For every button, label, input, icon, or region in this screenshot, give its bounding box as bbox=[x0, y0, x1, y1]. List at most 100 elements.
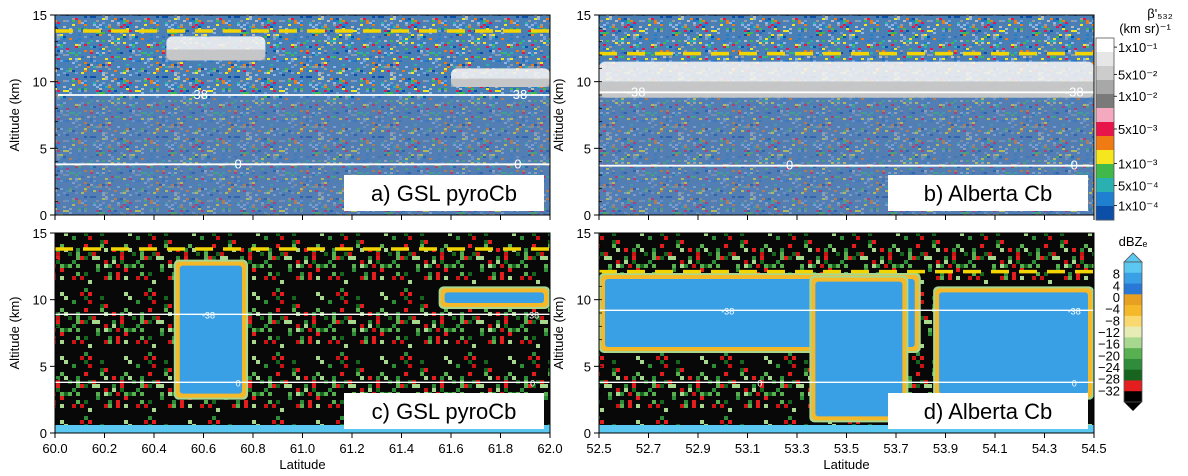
y-tick-label: 10 bbox=[577, 293, 591, 308]
colorbar-swatch bbox=[1096, 192, 1114, 207]
feature-pyrocb_column bbox=[173, 259, 249, 400]
y-tick-label: 10 bbox=[33, 293, 47, 308]
reflectivity-tick-label: −12 bbox=[1098, 325, 1120, 340]
backscatter-title: β'₅₃₂ bbox=[1147, 6, 1173, 21]
x-tick-label: 52.9 bbox=[685, 441, 710, 456]
y-tick-label: 15 bbox=[33, 226, 47, 241]
y-tick-label: 15 bbox=[33, 8, 47, 23]
backscatter-tick-label: 5x10⁻⁴ bbox=[1118, 178, 1159, 193]
colorbar-swatch bbox=[1096, 38, 1114, 53]
colorbar-swatch bbox=[1096, 52, 1114, 67]
y-tick-label: 0 bbox=[40, 426, 47, 441]
y-tick-label: 5 bbox=[584, 359, 591, 374]
panel-a: -38 -38 0 0 a) GSL pyroCb 0 5 10 15 Altitude (km) bbox=[7, 8, 551, 223]
colorbar-swatch bbox=[1096, 178, 1114, 193]
backscatter-tick-label: 5x10⁻² bbox=[1118, 67, 1158, 82]
x-axis-title: Latitude bbox=[823, 457, 869, 472]
x-tick-label: 61.4 bbox=[389, 441, 414, 456]
y-tick-label: 10 bbox=[577, 75, 591, 90]
panel-label-box bbox=[344, 175, 544, 211]
y-tick-label: 0 bbox=[584, 208, 591, 223]
x-tick-label: 52.7 bbox=[636, 441, 661, 456]
feature-anvil bbox=[451, 68, 550, 87]
reflectivity-tick-label: 0 bbox=[1113, 290, 1120, 305]
colorbar-swatch bbox=[1096, 136, 1114, 151]
feature-cells bbox=[933, 286, 1094, 400]
x-tick-label: 62.0 bbox=[537, 441, 562, 456]
reflectivity-title: dBZₑ bbox=[1119, 234, 1148, 249]
reflectivity-tick-label: −16 bbox=[1098, 337, 1120, 352]
y-tick-label: 0 bbox=[584, 426, 591, 441]
feature-cirrus bbox=[166, 36, 266, 61]
panel-label: b) Alberta Cb bbox=[924, 181, 1052, 206]
colorbar-swatch bbox=[1096, 206, 1114, 221]
reflectivity-tick-label: −8 bbox=[1105, 313, 1120, 328]
x-tick-label: 52.5 bbox=[586, 441, 611, 456]
reflectivity-tick-label: −20 bbox=[1098, 348, 1120, 363]
surface-echo bbox=[599, 425, 1094, 433]
x-tick-label: 61.6 bbox=[438, 441, 463, 456]
isotherm-label: 0 bbox=[1071, 158, 1078, 173]
colorbar-swatch bbox=[1096, 108, 1114, 123]
x-tick-label: 54.1 bbox=[982, 441, 1007, 456]
panel-label-box bbox=[344, 393, 544, 429]
isotherm-label: -38 bbox=[1068, 306, 1081, 316]
color-scales: β'₅₃₂(km sr)⁻¹ 1x10⁻¹ 5x10⁻² 1x10⁻² 5x10⁻³ 1x… bbox=[1095, 6, 1173, 411]
isotherm-label: -38 bbox=[1065, 84, 1084, 99]
x-tick-label: 61.0 bbox=[290, 441, 315, 456]
colorbar-swatch bbox=[1124, 315, 1142, 328]
y-tick-label: 5 bbox=[584, 141, 591, 156]
reflectivity-tick-label: −24 bbox=[1098, 360, 1120, 375]
colorbar-swatch bbox=[1124, 348, 1142, 360]
x-tick-label: 60.4 bbox=[141, 441, 166, 456]
surface-echo bbox=[55, 425, 550, 433]
colorbar-arrow-bottom bbox=[1124, 402, 1142, 411]
colorbar-swatch bbox=[1124, 391, 1142, 403]
colorbar-swatch bbox=[1096, 150, 1114, 165]
x-tick-label: 61.8 bbox=[488, 441, 513, 456]
isotherm-label: 0 bbox=[236, 378, 241, 388]
panel-c: -38 -38 0 0 c) GSL pyroCb 0 5 10 15 60.0 60.2 60.4 6… bbox=[7, 226, 563, 472]
x-tick-label: 61.2 bbox=[339, 441, 364, 456]
y-tick-label: 15 bbox=[577, 8, 591, 23]
y-tick-label: 5 bbox=[40, 141, 47, 156]
y-axis-title: Altitude (km) bbox=[551, 79, 566, 152]
isotherm-label: 0 bbox=[530, 378, 535, 388]
x-tick-label: 53.7 bbox=[883, 441, 908, 456]
isotherm-label: -38 bbox=[508, 87, 527, 102]
y-axis-title: Altitude (km) bbox=[7, 297, 22, 370]
feature-anvil bbox=[599, 61, 1094, 98]
x-tick-label: 54.5 bbox=[1081, 441, 1106, 456]
colorbar-swatch bbox=[1124, 294, 1142, 306]
panel-label-box bbox=[888, 175, 1088, 211]
colorbar-swatch bbox=[1124, 358, 1142, 371]
x-tick-label: 60.8 bbox=[240, 441, 265, 456]
y-axis-title: Altitude (km) bbox=[551, 297, 566, 370]
feature-core bbox=[809, 275, 909, 423]
panel-c-plot-area: -38 -38 0 0 bbox=[55, 247, 550, 433]
x-tick-label: 53.5 bbox=[834, 441, 859, 456]
reflectivity-tick-label: 8 bbox=[1113, 267, 1120, 282]
colorbar-swatch bbox=[1124, 272, 1142, 285]
backscatter-tick-label: 1x10⁻³ bbox=[1118, 157, 1158, 172]
colorbar-swatch bbox=[1096, 94, 1114, 109]
isotherm-label: 0 bbox=[786, 158, 793, 173]
y-tick-label: 15 bbox=[577, 226, 591, 241]
panel-d-plot-area: -38 -38 0 0 bbox=[599, 269, 1094, 433]
colorbar-swatch bbox=[1124, 305, 1142, 317]
colorbar-swatch bbox=[1124, 326, 1142, 338]
panel-d: -38 -38 0 0 d) Alberta Cb 0 5 10 15 52.5 52.7 52.9 5… bbox=[551, 226, 1107, 472]
y-tick-label: 5 bbox=[40, 359, 47, 374]
isotherm-label: -38 bbox=[627, 84, 646, 99]
x-tick-label: 60.2 bbox=[92, 441, 117, 456]
isotherm-label: -38 bbox=[721, 306, 734, 316]
colorbar-swatch bbox=[1124, 369, 1142, 381]
x-tick-label: 60.0 bbox=[42, 441, 67, 456]
isotherm-label: -38 bbox=[526, 310, 539, 320]
colorbar-arrow-top bbox=[1123, 252, 1143, 263]
isotherm-label: 0 bbox=[235, 156, 242, 171]
isotherm-label: 0 bbox=[514, 156, 521, 171]
backscatter-colorbar: β'₅₃₂(km sr)⁻¹ 1x10⁻¹ 5x10⁻² 1x10⁻² 5x10⁻³ 1x… bbox=[1095, 6, 1173, 221]
backscatter-units: (km sr)⁻¹ bbox=[1119, 21, 1171, 36]
